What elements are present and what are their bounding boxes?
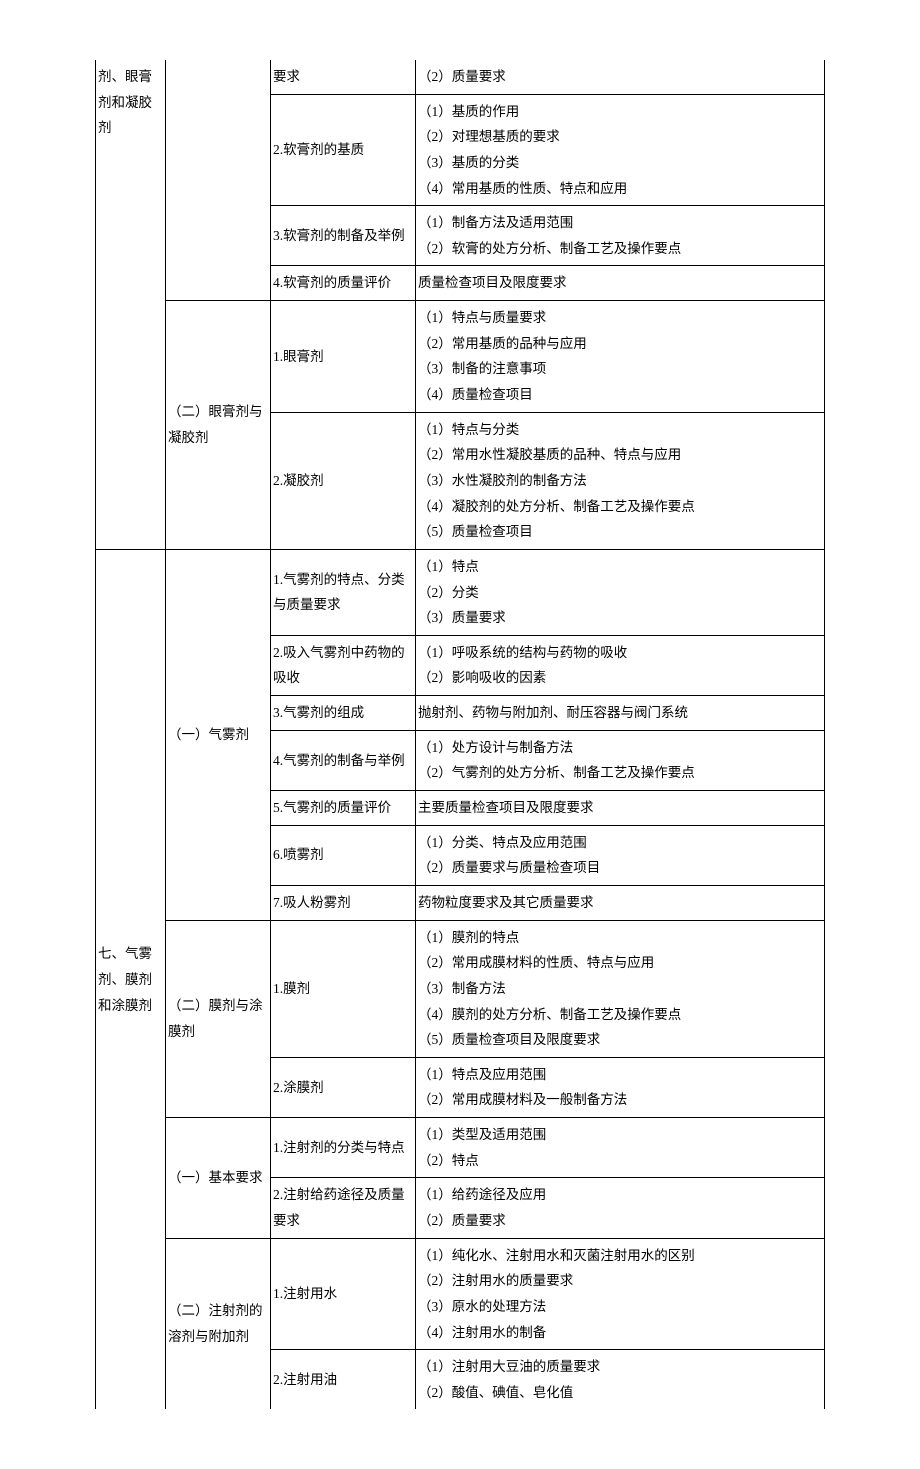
section-6-title: 剂、眼膏剂和凝胶剂 — [96, 60, 166, 549]
s7s1r1c3: 1.气雾剂的特点、分类与质量要求 — [271, 549, 416, 635]
section-6-sub1 — [166, 60, 271, 301]
s6s1r3c4: （1）制备方法及适用范围（2）软膏的处方分析、制备工艺及操作要点 — [416, 206, 825, 266]
s6s1r2c4: （1）基质的作用（2）对理想基质的要求（3）基质的分类（4）常用基质的性质、特点… — [416, 94, 825, 206]
s7s2r2c3: 2.涂膜剂 — [271, 1057, 416, 1117]
s7s1r6c4: （1）分类、特点及应用范围（2）质量要求与质量检查项目 — [416, 825, 825, 885]
s6s2r2c3: 2.凝胶剂 — [271, 412, 416, 549]
s6s2r2c4: （1）特点与分类（2）常用水性凝胶基质的品种、特点与应用（3）水性凝胶剂的制备方… — [416, 412, 825, 549]
s6s1r3c3: 3.软膏剂的制备及举例 — [271, 206, 416, 266]
s7s1r7c4: 药物粒度要求及其它质量要求 — [416, 885, 825, 920]
s6s1r2c3: 2.软膏剂的基质 — [271, 94, 416, 206]
s7s4r2c4: （1）注射用大豆油的质量要求（2）酸值、碘值、皂化值 — [416, 1350, 825, 1410]
s7s2r2c4: （1）特点及应用范围（2）常用成膜材料及一般制备方法 — [416, 1057, 825, 1117]
s6s1r4c4: 质量检查项目及限度要求 — [416, 266, 825, 301]
section-7-sub1: （一）气雾剂 — [166, 549, 271, 920]
s7s3r1c4: （1）类型及适用范围（2）特点 — [416, 1118, 825, 1178]
s7s4r2c3: 2.注射用油 — [271, 1350, 416, 1410]
s6s2r1c4: （1）特点与质量要求（2）常用基质的品种与应用（3）制备的注意事项（4）质量检查… — [416, 301, 825, 413]
s7s1r2c3: 2.吸入气雾剂中药物的吸收 — [271, 635, 416, 695]
s7s4r1c3: 1.注射用水 — [271, 1238, 416, 1350]
s7s2r1c3: 1.膜剂 — [271, 920, 416, 1057]
s7s4r1c4: （1）纯化水、注射用水和灭菌注射用水的区别（2）注射用水的质量要求（3）原水的处… — [416, 1238, 825, 1350]
s7s1r2c4: （1）呼吸系统的结构与药物的吸收（2）影响吸收的因素 — [416, 635, 825, 695]
s7s1r5c3: 5.气雾剂的质量评价 — [271, 791, 416, 826]
section-6-sub2: （二）眼膏剂与凝胶剂 — [166, 301, 271, 550]
s6s1r4c3: 4.软膏剂的质量评价 — [271, 266, 416, 301]
s7s1r3c3: 3.气雾剂的组成 — [271, 696, 416, 731]
section-7-title: 七、气雾剂、膜剂和涂膜剂 — [96, 549, 166, 1409]
s6s2r1c3: 1.眼膏剂 — [271, 301, 416, 413]
s7s1r4c4: （1）处方设计与制备方法（2）气雾剂的处方分析、制备工艺及操作要点 — [416, 730, 825, 790]
s7s1r7c3: 7.吸人粉雾剂 — [271, 885, 416, 920]
section-7-sub4: （二）注射剂的溶剂与附加剂 — [166, 1238, 271, 1409]
s7s1r1c4: （1）特点（2）分类（3）质量要求 — [416, 549, 825, 635]
s7s1r6c3: 6.喷雾剂 — [271, 825, 416, 885]
s7s1r4c3: 4.气雾剂的制备与举例 — [271, 730, 416, 790]
s6s1r1c4: （2）质量要求 — [416, 60, 825, 94]
s7s3r2c3: 2.注射给药途径及质量要求 — [271, 1178, 416, 1238]
s7s1r3c4: 抛射剂、药物与附加剂、耐压容器与阀门系统 — [416, 696, 825, 731]
s7s1r5c4: 主要质量检查项目及限度要求 — [416, 791, 825, 826]
section-7-sub3: （一）基本要求 — [166, 1118, 271, 1239]
s7s3r1c3: 1.注射剂的分类与特点 — [271, 1118, 416, 1178]
s7s2r1c4: （1）膜剂的特点（2）常用成膜材料的性质、特点与应用（3）制备方法（4）膜剂的处… — [416, 920, 825, 1057]
s7s3r2c4: （1）给药途径及应用（2）质量要求 — [416, 1178, 825, 1238]
s6s1r1c3: 要求 — [271, 60, 416, 94]
outline-table: 剂、眼膏剂和凝胶剂 要求 （2）质量要求 2.软膏剂的基质 （1）基质的作用（2… — [95, 60, 825, 1409]
section-7-sub2: （二）膜剂与涂膜剂 — [166, 920, 271, 1117]
